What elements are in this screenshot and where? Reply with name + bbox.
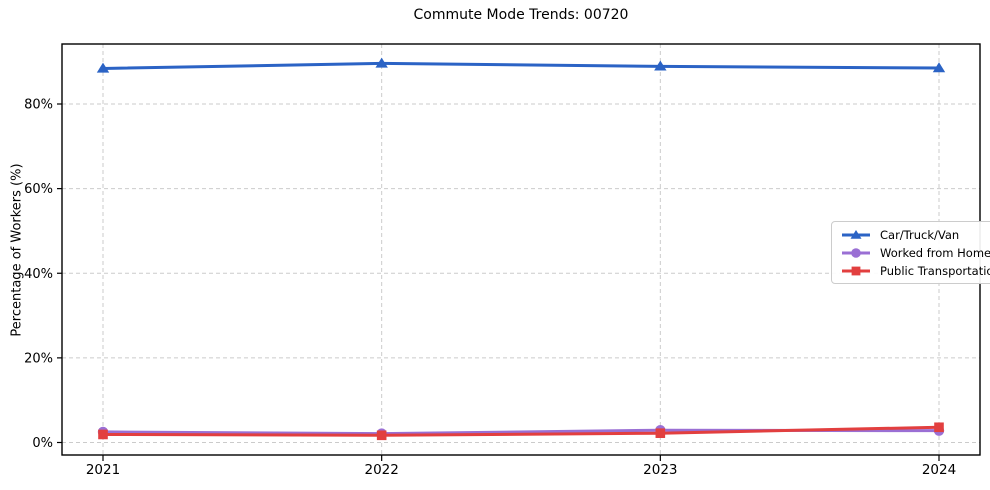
legend-label: Worked from Home	[880, 245, 990, 260]
x-axis: 2021 2022 2023 2024	[86, 455, 956, 478]
square-marker-icon	[934, 422, 944, 433]
y-tick-label: 0%	[32, 436, 53, 451]
series-car-truck-van	[96, 57, 946, 73]
circle-marker-icon	[851, 247, 861, 258]
x-tick-label: 2024	[922, 462, 956, 478]
y-axis-label: Percentage of Workers (%)	[9, 163, 25, 337]
legend-item-worked-from-home: Worked from Home	[839, 244, 990, 261]
square-marker-icon	[655, 428, 666, 438]
y-tick-label: 60%	[24, 182, 53, 197]
y-tick-label: 20%	[24, 351, 53, 366]
square-marker-icon	[98, 429, 108, 440]
triangle-marker-icon	[654, 60, 667, 71]
triangle-marker-icon	[96, 62, 110, 73]
legend-label: Public Transportation	[880, 263, 990, 278]
y-tick-label: 80%	[24, 98, 53, 113]
triangle-marker-icon	[375, 57, 388, 68]
series-line-public-transportation	[101, 425, 941, 437]
x-tick-label: 2022	[364, 462, 398, 478]
series-worked-from-home	[97, 425, 945, 439]
legend-sample-public-transportation	[842, 266, 870, 275]
x-tick-label: 2021	[86, 462, 120, 478]
series-public-transportation	[98, 422, 944, 441]
legend-sample-worked-from-home	[842, 247, 870, 258]
legend-label: Car/Truck/Van	[880, 227, 960, 242]
legend: Car/Truck/Van Worked from Home Public Tran…	[831, 221, 990, 284]
series-line-car-truck-van	[101, 61, 941, 70]
legend-item-car-truck-van: Car/Truck/Van	[839, 226, 990, 243]
triangle-marker-icon	[850, 229, 862, 239]
x-tick-label: 2023	[643, 462, 677, 478]
square-marker-icon	[376, 430, 387, 441]
legend-item-public-transportation: Public Transportation	[839, 262, 990, 279]
y-axis: 0% 20% 40% 60% 80%	[24, 98, 62, 451]
y-tick-label: 40%	[24, 267, 53, 282]
legend-sample-car-truck-van	[842, 229, 870, 239]
chart-title: Commute Mode Trends: 00720	[413, 7, 629, 23]
square-marker-icon	[851, 266, 861, 275]
triangle-marker-icon	[932, 62, 946, 73]
